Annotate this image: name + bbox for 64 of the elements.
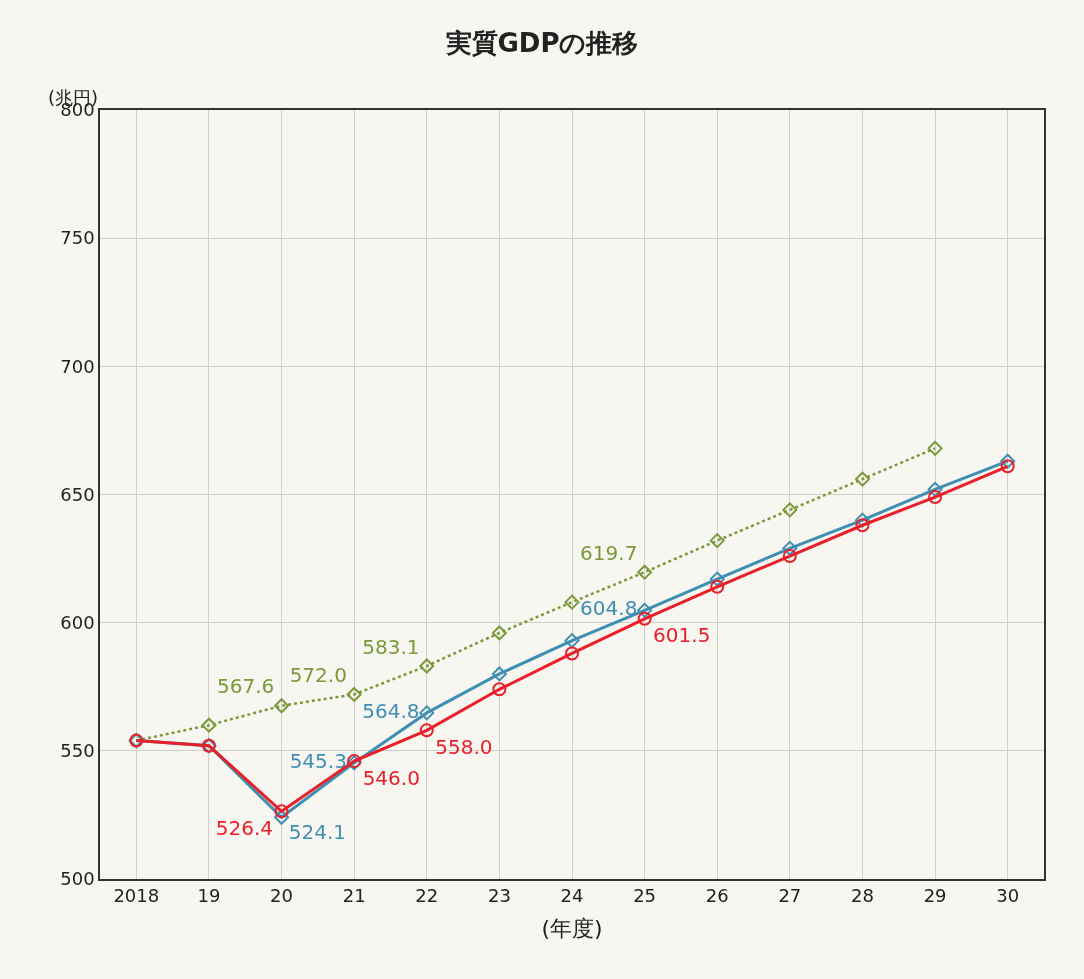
x-tick-label: 20: [270, 885, 293, 907]
data-label: 564.8: [362, 698, 420, 723]
x-tick-label: 19: [197, 885, 221, 907]
data-label: 601.5: [653, 623, 711, 648]
data-label: 526.4: [215, 815, 274, 840]
data-label: 572.0: [289, 663, 347, 688]
point: [709, 571, 725, 587]
point: [419, 723, 434, 738]
x-tick-label: 30: [996, 885, 1020, 907]
point: [491, 625, 507, 641]
y-tick-label: 700: [60, 355, 95, 377]
data-label: 558.0: [435, 734, 493, 759]
point: [927, 481, 943, 497]
point: [1000, 453, 1016, 469]
point: [710, 579, 725, 594]
data-label: 619.7: [580, 540, 638, 565]
point: [491, 666, 507, 682]
point: [565, 646, 579, 661]
point: [274, 809, 290, 825]
point: [637, 611, 652, 626]
point: [709, 533, 725, 549]
point: [928, 490, 943, 505]
data-label: 567.6: [217, 674, 275, 699]
x-axis-title: (年度): [541, 915, 603, 941]
point: [782, 549, 797, 564]
x-tick-label: 21: [342, 885, 366, 907]
point: [419, 658, 435, 674]
point: [201, 717, 217, 733]
x-tick-label: 22: [415, 885, 439, 907]
point: [927, 440, 943, 456]
point: [782, 540, 798, 556]
x-tick-label: 26: [705, 885, 729, 907]
data-label: 546.0: [362, 765, 420, 790]
y-tick-label: 600: [60, 611, 95, 633]
data-label: 604.8: [580, 596, 638, 621]
point: [274, 698, 290, 714]
point: [492, 682, 507, 697]
point: [564, 633, 580, 649]
data-label: 524.1: [288, 820, 347, 845]
x-tick-label: 29: [923, 885, 947, 907]
x-tick-label: 25: [633, 885, 657, 907]
y-tick-label: 650: [60, 483, 95, 505]
data-label: 583.1: [362, 634, 420, 659]
x-tick-label: 2018: [113, 885, 160, 907]
point: [782, 502, 798, 518]
chart-title: 実質GDPの推移: [444, 28, 639, 59]
point: [564, 594, 580, 610]
x-tick-label: 24: [560, 885, 584, 907]
point: [419, 705, 435, 721]
y-tick-label: 550: [60, 740, 95, 762]
point: [855, 518, 870, 533]
point: [637, 602, 653, 618]
point: [637, 564, 653, 580]
point: [1000, 459, 1015, 474]
point: [854, 471, 870, 487]
y-tick-label: 750: [60, 227, 95, 249]
x-tick-label: 23: [487, 885, 511, 907]
point: [346, 686, 362, 702]
point: [854, 512, 870, 528]
y-tick-label: 500: [60, 868, 95, 890]
data-label: 545.3: [289, 748, 347, 773]
x-tick-label: 27: [778, 885, 802, 907]
x-tick-label: 28: [851, 885, 874, 907]
point: [274, 804, 289, 819]
